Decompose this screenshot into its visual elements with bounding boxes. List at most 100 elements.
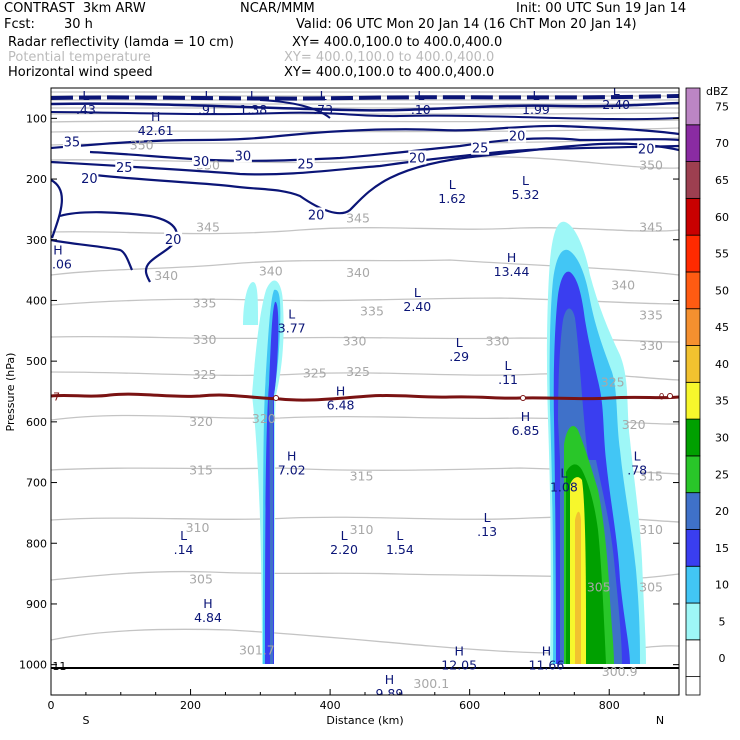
x-tick-label: 800 bbox=[599, 699, 620, 712]
theta-reference-marker bbox=[667, 393, 673, 399]
extremum-type: H bbox=[385, 672, 394, 687]
colorbar-swatch bbox=[685, 455, 701, 494]
theta-contour-label: 340 bbox=[346, 265, 370, 280]
extremum-type: H bbox=[151, 109, 160, 124]
extremum-value: 6.48 bbox=[327, 398, 355, 413]
colorbar-level-label: 40 bbox=[715, 358, 729, 371]
colorbar-swatch bbox=[685, 234, 701, 273]
x-axis: 0 200 400 600 800 bbox=[48, 689, 645, 712]
extremum-type: L bbox=[180, 528, 187, 543]
extremum-type: L bbox=[341, 528, 348, 543]
fcst-value: 30 h bbox=[64, 17, 93, 32]
extremum-type: L bbox=[522, 173, 529, 188]
wind-label-bg bbox=[80, 171, 99, 186]
theta-contour-label: 335 bbox=[360, 303, 384, 318]
colorbar-swatch bbox=[685, 124, 701, 162]
theta-contour bbox=[51, 91, 679, 93]
theta-contour-label: 330 bbox=[486, 334, 510, 349]
wind-label-bg bbox=[508, 128, 527, 143]
x-axis-end-left: S bbox=[83, 714, 90, 727]
extremum-value: 3.06 bbox=[44, 257, 72, 272]
extremum-value: 1.08 bbox=[550, 480, 578, 495]
wind-label-bg bbox=[471, 140, 490, 155]
y-tick-label: 200 bbox=[26, 173, 47, 186]
extremum-type: L bbox=[417, 88, 424, 103]
wind-label-bg bbox=[164, 231, 183, 246]
theta-contour-label: 345 bbox=[639, 220, 663, 235]
colorbar-swatch bbox=[685, 271, 701, 310]
y-axis-label: Pressure (hPa) bbox=[4, 353, 17, 432]
colorbar-level-label: 20 bbox=[715, 505, 729, 518]
extremum-type: L bbox=[205, 88, 212, 103]
colorbar-swatch bbox=[685, 345, 701, 383]
extremum-type: L bbox=[532, 88, 539, 103]
y-tick-label: 300 bbox=[26, 234, 47, 247]
extremum-value: 1.62 bbox=[438, 191, 466, 206]
colorbar-swatch bbox=[685, 418, 701, 457]
theta-reference-label: 0 bbox=[659, 393, 665, 403]
theta-contour-label: 325 bbox=[601, 374, 625, 389]
theta-contour bbox=[51, 107, 679, 109]
dbz-20-region bbox=[269, 400, 273, 664]
dbz-20-region bbox=[558, 308, 588, 460]
extremum-type: L bbox=[396, 528, 403, 543]
theta-contour-label: 350 bbox=[130, 138, 154, 153]
colorbar-level-label: 5 bbox=[719, 615, 726, 628]
extremum-value: 4.84 bbox=[194, 610, 222, 625]
theta-contour-label: 315 bbox=[189, 462, 213, 477]
tropopause-edge-label: 7 bbox=[53, 390, 60, 403]
theta-contour-335 bbox=[51, 297, 679, 306]
extremum-value: .73 bbox=[313, 102, 333, 117]
x-axis-label: Distance (km) bbox=[326, 714, 403, 727]
extremum-type: L bbox=[505, 358, 512, 373]
theta-contour-label: 310 bbox=[639, 522, 663, 537]
field-reflectivity-name: Radar reflectivity (lamda = 10 cm) bbox=[8, 35, 234, 50]
colorbar-swatch bbox=[685, 161, 701, 199]
wind-contour-label: 20 bbox=[81, 172, 98, 187]
y-tick-label: 100 bbox=[26, 112, 47, 125]
extremum-value: .91 bbox=[198, 102, 218, 117]
colorbar-level-label: 10 bbox=[715, 579, 729, 592]
surface-edge-label: 11 bbox=[52, 660, 66, 673]
wind-label-bg bbox=[307, 207, 326, 222]
extremum-type: L bbox=[250, 88, 257, 103]
extremum-type: L bbox=[613, 83, 620, 98]
y-tick-label: 900 bbox=[26, 598, 47, 611]
extremum-type: L bbox=[449, 177, 456, 192]
colorbar: 0 5 10 15 20 25 30 35 40 45 50 55 60 65 70 75 bbox=[685, 87, 729, 696]
wind-label-bg bbox=[408, 150, 427, 165]
theta-contour-label: 345 bbox=[346, 211, 370, 226]
colorbar-swatch bbox=[685, 565, 701, 604]
theta-contour-label: 330 bbox=[193, 332, 217, 347]
extremum-value: 6.85 bbox=[512, 423, 540, 438]
field-wind-xy: XY= 400.0,100.0 to 400.0,400.0 bbox=[284, 65, 495, 80]
colorbar-swatch bbox=[685, 308, 701, 346]
theta-contour-345 bbox=[51, 227, 679, 235]
wind-label-bg bbox=[296, 156, 315, 171]
x-axis-end-right: N bbox=[656, 714, 664, 727]
extremum-type: L bbox=[634, 449, 641, 464]
extremum-value: 5.32 bbox=[512, 187, 540, 202]
reference-labels: 0 11 7 bbox=[52, 390, 664, 673]
wind-contour-20 bbox=[94, 142, 679, 215]
wind-contour-35 bbox=[51, 124, 679, 150]
extremum-value: .78 bbox=[627, 463, 647, 478]
theta-contour-label: 345 bbox=[196, 220, 220, 235]
wind-jet-band bbox=[51, 111, 679, 121]
x-tick-label: 600 bbox=[459, 699, 480, 712]
wind-labels: 35 30 30 25 25 25 20 20 20 20 20 20 bbox=[62, 128, 656, 248]
theta-contour-label: 300.1 bbox=[413, 676, 449, 691]
colorbar-level-label: 65 bbox=[715, 174, 729, 187]
y-tick-label: 700 bbox=[26, 477, 47, 490]
extremum-value: .14 bbox=[174, 542, 194, 557]
theta-contour-label: 320 bbox=[622, 417, 646, 432]
wind-label-bg bbox=[637, 141, 656, 156]
theta-contour-label: 305 bbox=[587, 580, 611, 595]
wind-contour-label: 20 bbox=[638, 142, 655, 157]
extremum-value: 42.61 bbox=[138, 123, 174, 138]
dbz-5-region bbox=[243, 282, 258, 325]
extremum-value: 3.77 bbox=[278, 320, 306, 335]
fcst-label: Fcst: bbox=[4, 17, 35, 32]
theta-contour-label: 340 bbox=[154, 268, 178, 283]
extremum-value: .29 bbox=[449, 349, 469, 364]
